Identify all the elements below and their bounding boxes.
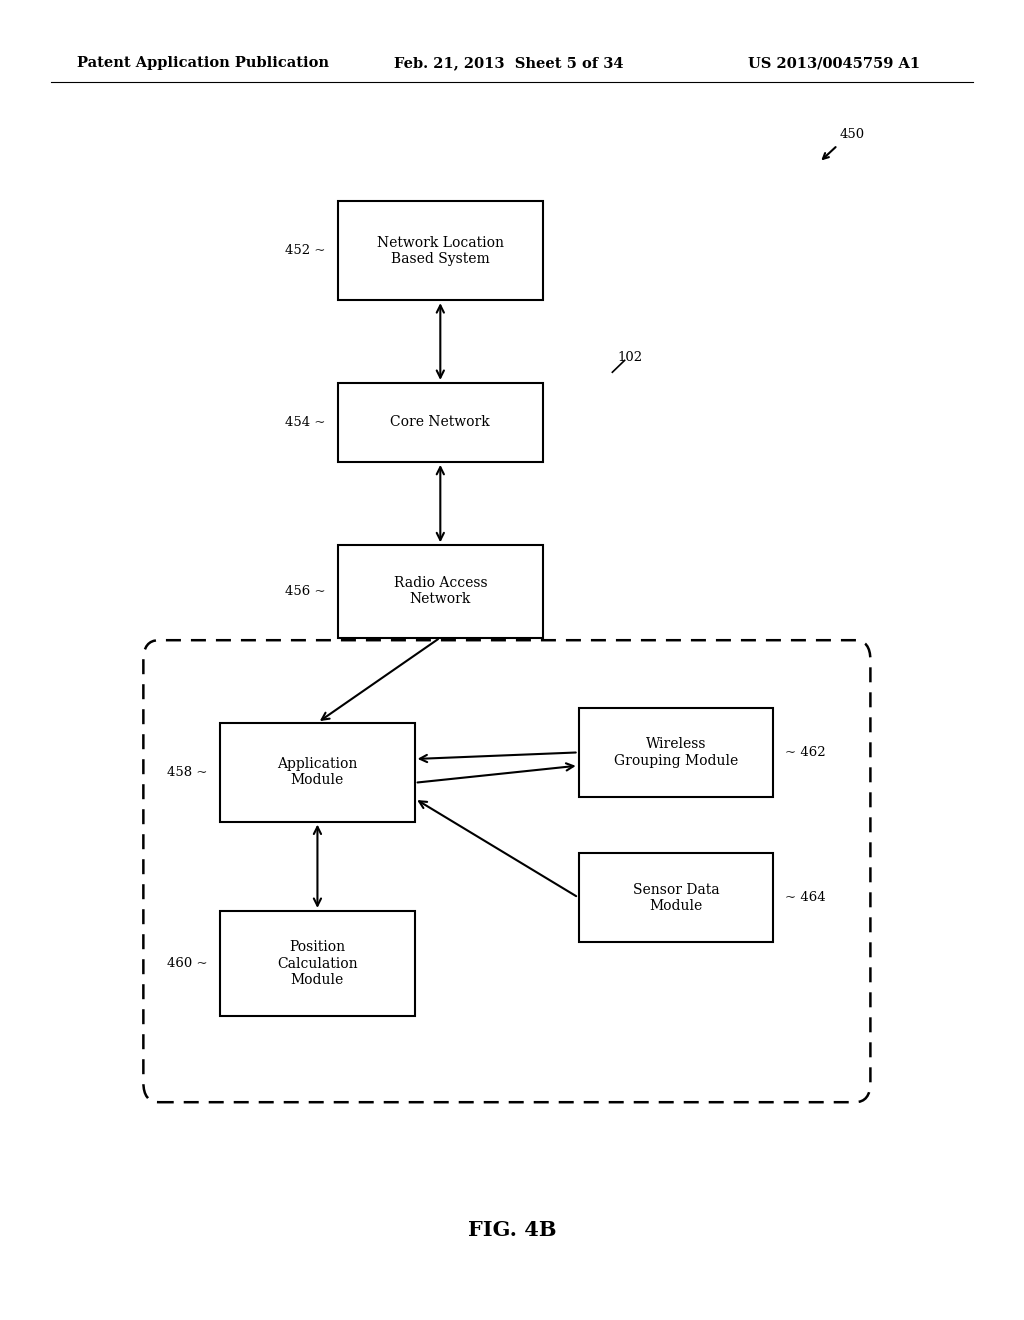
FancyBboxPatch shape (579, 853, 773, 942)
Text: ~ 462: ~ 462 (785, 746, 826, 759)
Text: Radio Access
Network: Radio Access Network (393, 577, 487, 606)
Text: Patent Application Publication: Patent Application Publication (77, 57, 329, 70)
Text: 454 ~: 454 ~ (285, 416, 326, 429)
Text: ~ 464: ~ 464 (785, 891, 826, 904)
Text: Position
Calculation
Module: Position Calculation Module (278, 940, 357, 987)
FancyBboxPatch shape (338, 383, 543, 462)
FancyBboxPatch shape (338, 201, 543, 300)
FancyBboxPatch shape (220, 911, 415, 1016)
Text: Wireless
Grouping Module: Wireless Grouping Module (613, 738, 738, 767)
Text: 102: 102 (617, 351, 643, 364)
Text: 452 ~: 452 ~ (285, 244, 326, 257)
Text: Network Location
Based System: Network Location Based System (377, 236, 504, 265)
Text: 458 ~: 458 ~ (167, 766, 208, 779)
Text: 450: 450 (840, 128, 865, 141)
Text: Feb. 21, 2013  Sheet 5 of 34: Feb. 21, 2013 Sheet 5 of 34 (394, 57, 624, 70)
FancyBboxPatch shape (579, 708, 773, 797)
Text: Core Network: Core Network (390, 416, 490, 429)
Text: 456 ~: 456 ~ (285, 585, 326, 598)
Text: Application
Module: Application Module (278, 758, 357, 787)
FancyBboxPatch shape (220, 722, 415, 821)
Text: US 2013/0045759 A1: US 2013/0045759 A1 (748, 57, 920, 70)
FancyBboxPatch shape (338, 545, 543, 638)
Text: Sensor Data
Module: Sensor Data Module (633, 883, 719, 912)
Text: FIG. 4B: FIG. 4B (468, 1220, 556, 1241)
Text: 460 ~: 460 ~ (167, 957, 208, 970)
